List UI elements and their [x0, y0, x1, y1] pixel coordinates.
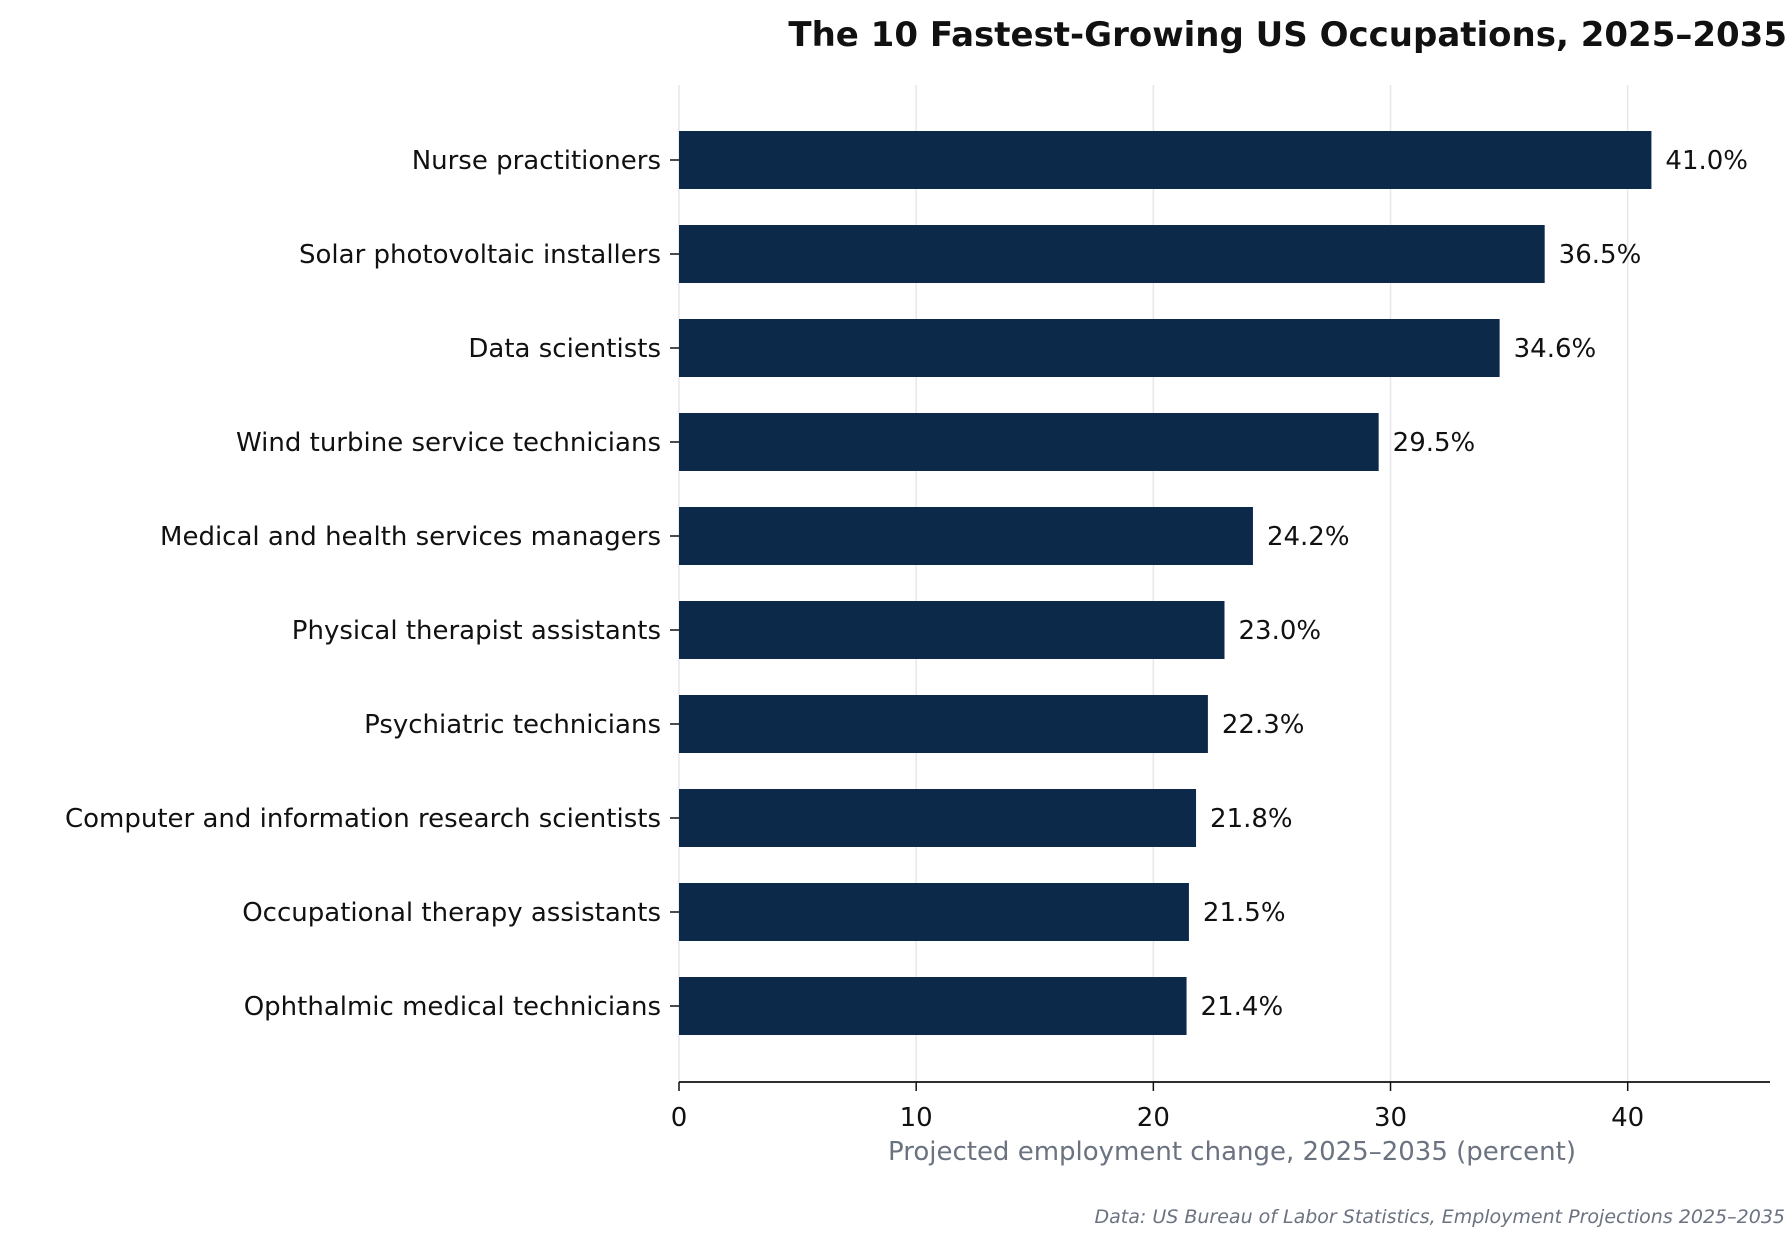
category-label: Medical and health services managers — [160, 522, 661, 552]
category-label: Ophthalmic medical technicians — [244, 992, 661, 1022]
category-label: Psychiatric technicians — [364, 710, 661, 740]
bar — [679, 319, 1500, 377]
x-tick-label: 40 — [1611, 1103, 1644, 1133]
chart-title: The 10 Fastest-Growing US Occupations, 2… — [788, 15, 1787, 55]
category-labels: Nurse practitioners Solar photovoltaic in… — [65, 146, 679, 1022]
x-tick-label: 0 — [671, 1103, 688, 1133]
data-label: 23.0% — [1239, 616, 1322, 646]
data-label: 21.4% — [1201, 992, 1284, 1022]
source-note: Data: US Bureau of Labor Statistics, Emp… — [1095, 1206, 1785, 1228]
data-label: 34.6% — [1514, 334, 1597, 364]
bar — [679, 883, 1189, 941]
bar — [679, 789, 1197, 847]
data-label: 22.3% — [1222, 710, 1305, 740]
data-label: 29.5% — [1393, 428, 1476, 458]
bar — [679, 601, 1225, 659]
x-tick-label: 20 — [1137, 1103, 1170, 1133]
bar — [679, 413, 1379, 471]
category-label: Nurse practitioners — [412, 146, 661, 176]
data-label: 41.0% — [1665, 146, 1748, 176]
bar — [679, 507, 1253, 565]
x-tick-label: 30 — [1374, 1103, 1407, 1133]
category-label: Data scientists — [468, 334, 661, 364]
x-axis-ticks: 0 10 20 30 40 — [671, 1082, 1644, 1133]
data-labels: 41.0% 36.5% 34.6% 29.5% 24.2% 23.0% 22.3% 21.8%… — [1201, 146, 1748, 1022]
data-label: 24.2% — [1267, 522, 1350, 552]
category-label: Wind turbine service technicians — [236, 428, 661, 458]
bar — [679, 131, 1652, 189]
bar — [679, 225, 1545, 283]
category-label: Computer and information research scient… — [65, 804, 661, 834]
category-label: Occupational therapy assistants — [242, 898, 661, 928]
data-label: 21.8% — [1210, 804, 1293, 834]
category-label: Solar photovoltaic installers — [299, 240, 661, 270]
bar — [679, 695, 1208, 753]
x-tick-label: 10 — [900, 1103, 933, 1133]
bars — [679, 131, 1652, 1035]
bar — [679, 977, 1187, 1035]
category-label: Physical therapist assistants — [292, 616, 661, 646]
x-axis-label: Projected employment change, 2025–2035 (… — [888, 1137, 1576, 1167]
data-label: 36.5% — [1559, 240, 1642, 270]
data-label: 21.5% — [1203, 898, 1286, 928]
